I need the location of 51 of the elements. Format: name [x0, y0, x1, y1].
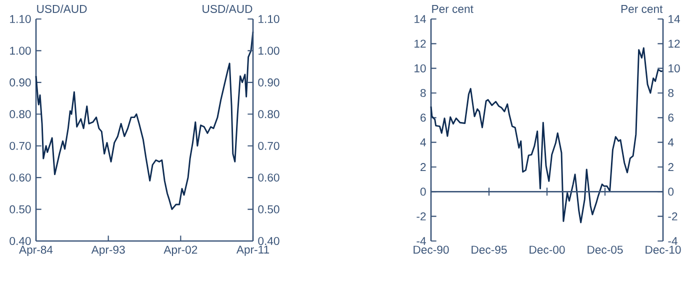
- y-tick-label: 6: [420, 114, 426, 122]
- y-tick-label: 14: [414, 15, 426, 23]
- y2-tick-label: 4: [668, 138, 674, 146]
- y-tick-label: -2: [416, 212, 426, 220]
- y2-tick-label: 0.50: [258, 205, 280, 214]
- y2-tick-label: 0.60: [258, 174, 280, 182]
- y2-axis-title: USD/AUD: [202, 4, 252, 13]
- y-tick-label: 0.40: [10, 237, 31, 246]
- y-tick-label: 4: [420, 138, 426, 146]
- x-tick-label: Apr-93: [91, 246, 125, 256]
- y-tick-label: 0.90: [10, 78, 31, 86]
- y2-tick-label: 10: [668, 64, 680, 72]
- y-tick-label: 0: [420, 188, 426, 196]
- x-tick-label: Dec-10: [646, 246, 681, 254]
- x-tick-label: Apr-02: [164, 246, 198, 256]
- y2-tick-label: 1.00: [258, 46, 280, 55]
- y2-tick-label: 8: [668, 89, 674, 98]
- y2-tick-label: 0.70: [258, 142, 280, 150]
- y-tick-label: 0.70: [10, 142, 31, 150]
- y-tick-label: 0.60: [10, 174, 31, 182]
- y2-tick-label: -4: [668, 237, 678, 245]
- y-tick-label: 1.00: [10, 46, 31, 55]
- y2-axis-title: Per cent: [621, 5, 663, 13]
- y-axis-title: Per cent: [432, 5, 474, 13]
- y2-tick-label: -2: [668, 212, 678, 220]
- y-tick-label: 2: [420, 163, 426, 171]
- y2-tick-label: 6: [668, 114, 674, 122]
- y2-tick-label: 2: [668, 163, 674, 171]
- x-tick-label: Apr-84: [19, 246, 53, 256]
- y-tick-label: 0.50: [10, 205, 31, 214]
- x-tick-label: Dec-05: [588, 246, 623, 254]
- x-tick-label: Dec-95: [472, 246, 507, 254]
- y2-tick-label: 12: [668, 40, 680, 48]
- y-tick-label: -4: [416, 237, 426, 245]
- x-tick-label: Dec-90: [414, 246, 449, 254]
- y-tick-label: 12: [414, 40, 426, 48]
- y2-tick-label: 14: [668, 15, 680, 23]
- x-tick-label: Dec-00: [530, 246, 565, 254]
- line-series: [35, 30, 254, 210]
- line-series: [430, 47, 664, 224]
- y-tick-label: 10: [414, 64, 426, 72]
- y2-tick-label: 1.10: [258, 15, 280, 24]
- y2-tick-label: 0: [668, 188, 674, 196]
- x-tick-label: Apr-11: [236, 246, 270, 256]
- y2-tick-label: 0.90: [258, 78, 280, 86]
- y-axis-title: USD/AUD: [37, 4, 87, 13]
- y2-tick-label: 0.80: [258, 110, 280, 118]
- y-tick-label: 1.10: [10, 15, 31, 24]
- y-tick-label: 8: [420, 89, 426, 98]
- y-tick-label: 0.80: [10, 110, 31, 118]
- y2-tick-label: 0.40: [258, 237, 280, 246]
